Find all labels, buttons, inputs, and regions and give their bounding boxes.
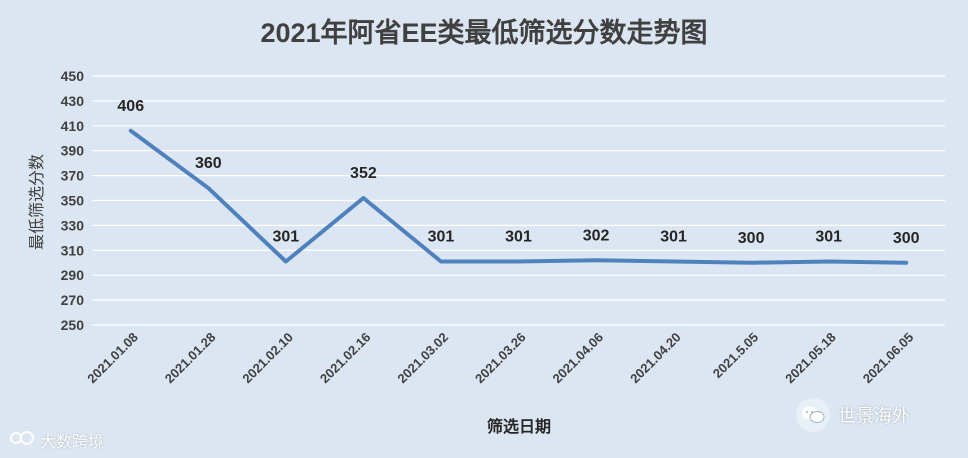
y-tick-label: 310 xyxy=(61,242,85,258)
y-tick-label: 270 xyxy=(61,292,85,308)
x-tick-label: 2021.02.10 xyxy=(239,330,296,387)
watermark-right-text: 世景海外 xyxy=(838,406,910,427)
y-tick-label: 290 xyxy=(61,267,85,283)
data-label: 301 xyxy=(815,229,842,246)
x-tick-label: 2021.04.06 xyxy=(550,330,607,387)
data-label: 300 xyxy=(738,230,765,247)
data-label: 406 xyxy=(117,98,144,115)
chart-title: 2021年阿省EE类最低筛选分数走势图 xyxy=(260,17,707,48)
wechat-icon xyxy=(796,398,830,432)
camera-icon xyxy=(10,430,36,450)
data-label: 301 xyxy=(660,229,687,246)
x-tick-label: 2021.04.20 xyxy=(627,330,684,387)
x-tick-label: 2021.03.26 xyxy=(472,330,529,387)
watermark-left: 大数跨境 xyxy=(10,428,104,452)
data-label: 301 xyxy=(505,229,532,246)
x-axis-title: 筛选日期 xyxy=(487,417,551,436)
y-tick-label: 370 xyxy=(61,168,85,184)
x-tick-label: 2021.03.02 xyxy=(394,330,451,387)
y-tick-label: 250 xyxy=(61,317,85,333)
data-label: 300 xyxy=(893,230,920,247)
x-tick-label: 2021.05.18 xyxy=(782,330,839,387)
y-axis-ticks: 250 270 290 310 330 350 370 390 410 430 450 xyxy=(61,68,85,333)
series-line xyxy=(128,128,909,265)
y-tick-label: 330 xyxy=(61,217,85,233)
y-axis-title: 最低筛选分数 xyxy=(27,154,46,250)
x-tick-label: 2021.06.05 xyxy=(860,330,917,387)
watermark-left-text: 大数跨境 xyxy=(40,432,105,451)
x-axis-ticks: 2021.01.08 2021.01.28 2021.02.10 2021.02.16… xyxy=(84,330,916,387)
y-tick-label: 350 xyxy=(61,193,85,209)
data-label: 360 xyxy=(195,155,222,172)
y-tick-label: 390 xyxy=(61,143,85,159)
watermark-right: 世景海外 xyxy=(796,398,910,432)
x-tick-label: 2021.01.28 xyxy=(162,330,219,387)
x-tick-label: 2021.01.08 xyxy=(84,330,141,387)
y-tick-label: 430 xyxy=(61,93,85,109)
x-tick-label: 2021.5.05 xyxy=(710,330,762,382)
x-tick-label: 2021.02.16 xyxy=(317,330,374,387)
y-tick-label: 450 xyxy=(61,68,85,84)
data-label: 301 xyxy=(428,229,455,246)
data-label: 301 xyxy=(273,229,300,246)
data-label: 302 xyxy=(583,227,610,244)
y-tick-label: 410 xyxy=(61,118,85,134)
gridlines xyxy=(92,75,945,326)
data-label: 352 xyxy=(350,165,377,182)
data-labels: 406 360 301 352 301 301 302 301 300 301 300 xyxy=(117,98,919,247)
